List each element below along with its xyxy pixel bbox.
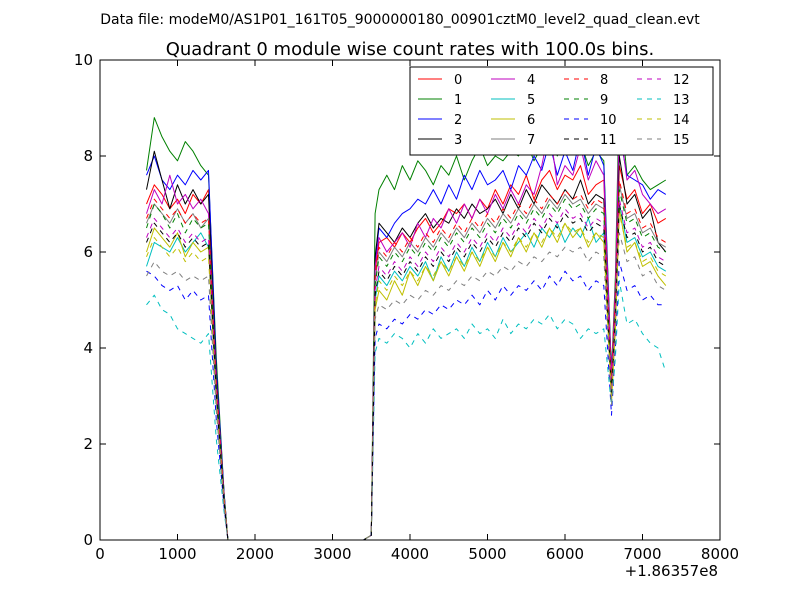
legend-label-11: 11 [600, 133, 617, 148]
series-line-9 [146, 189, 667, 541]
legend-label-12: 12 [673, 73, 690, 88]
legend-label-14: 14 [673, 113, 690, 128]
chart-title: Quadrant 0 module wise count rates with … [166, 39, 655, 60]
suptitle: Data file: modeM0/AS1P01_161T05_90000001… [100, 12, 700, 28]
x-tick-label: 2000 [236, 545, 274, 563]
x-tick-label: 3000 [313, 545, 351, 563]
legend-label-5: 5 [527, 93, 535, 108]
legend-label-8: 8 [600, 73, 608, 88]
x-tick-label: 0 [95, 545, 105, 563]
legend-label-2: 2 [454, 113, 462, 128]
y-tick-label: 0 [83, 531, 93, 549]
x-tick-label: 4000 [391, 545, 429, 563]
x-tick-label: 8000 [701, 545, 739, 563]
series-line-10 [146, 261, 666, 541]
x-tick-label: 7000 [623, 545, 661, 563]
legend-box [409, 66, 714, 156]
legend-label-6: 6 [527, 113, 535, 128]
legend-label-3: 3 [454, 133, 462, 148]
y-tick-label: 8 [83, 147, 93, 165]
x-offset-label: +1.86357e8 [625, 562, 718, 580]
legend-label-0: 0 [454, 73, 462, 88]
legend-label-9: 9 [600, 93, 608, 108]
legend-label-7: 7 [527, 133, 535, 148]
legend-label-13: 13 [673, 93, 690, 108]
legend-label-15: 15 [673, 133, 690, 148]
legend-label-1: 1 [454, 93, 462, 108]
y-tick-label: 6 [83, 243, 93, 261]
legend-label-10: 10 [600, 113, 617, 128]
legend-label-4: 4 [527, 73, 535, 88]
y-tick-label: 10 [74, 51, 93, 69]
y-tick-label: 4 [83, 339, 93, 357]
x-tick-label: 6000 [546, 545, 584, 563]
y-tick-label: 2 [83, 435, 93, 453]
x-tick-label: 1000 [158, 545, 196, 563]
x-tick-label: 5000 [468, 545, 506, 563]
